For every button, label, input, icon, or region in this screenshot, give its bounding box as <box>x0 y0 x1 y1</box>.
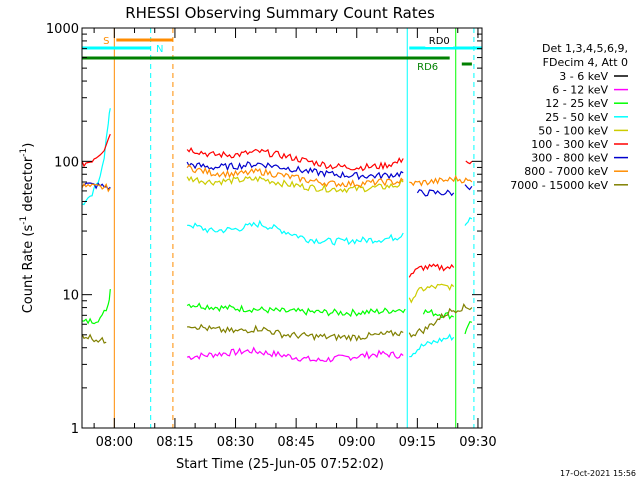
legend-entry-label: 100 - 300 keV <box>531 138 608 151</box>
y-tick-label: 100 <box>54 155 79 170</box>
attenuator-bars: S N RD0 RD6 <box>82 35 482 73</box>
y-tick-label: 1 <box>71 422 79 437</box>
series-line <box>82 289 111 325</box>
series-line <box>409 333 455 358</box>
legend-entry-label: 50 - 100 keV <box>538 124 608 137</box>
time-markers <box>113 28 475 428</box>
legend-entry-label: 12 - 25 keV <box>545 97 608 110</box>
x-axis-label: Start Time (25-Jun-05 07:52:02) <box>176 457 384 472</box>
state-bar-label: RD0 <box>429 36 450 47</box>
timestamp: 17-Oct-2021 15:56 <box>560 469 636 478</box>
x-tick-label: 09:30 <box>459 435 496 450</box>
legend-entry-label: 3 - 6 keV <box>559 70 608 83</box>
series-line <box>408 263 455 278</box>
chart-title: RHESSI Observing Summary Count Rates <box>125 4 435 22</box>
y-label-part: ) <box>21 143 36 148</box>
series-line <box>186 346 404 363</box>
y-label-sup: -1 <box>19 216 29 225</box>
legend-entry-label: 6 - 12 keV <box>552 84 608 97</box>
x-tick-label: 09:00 <box>338 435 375 450</box>
x-tick-label: 09:15 <box>399 435 436 450</box>
series-line <box>465 160 473 165</box>
series-lines <box>81 108 473 363</box>
series-line <box>408 303 473 338</box>
x-tick-label: 08:15 <box>156 435 193 450</box>
state-bar-label: S <box>103 36 109 47</box>
y-tick-label: 1000 <box>46 22 79 37</box>
legend-entry-label: 300 - 800 keV <box>531 152 608 165</box>
y-label-part: detector <box>21 156 36 216</box>
state-bar-label: RD6 <box>417 62 438 73</box>
series-line <box>187 219 404 246</box>
series-line <box>186 146 404 172</box>
y-axis: 1 10 100 1000 <box>46 22 482 437</box>
x-tick-label: 08:00 <box>96 435 133 450</box>
x-axis: 08:00 08:15 08:30 08:45 09:00 09:15 09:30 <box>93 28 497 450</box>
series-line <box>422 308 454 320</box>
series-line <box>416 189 455 197</box>
series-line <box>81 182 111 193</box>
legend-header-line: FDecim 4, Att 0 <box>543 56 628 69</box>
y-label-sup: -1 <box>19 148 29 157</box>
legend-entry-label: 25 - 50 keV <box>545 111 608 124</box>
state-bar-label-bg <box>425 35 454 47</box>
legend-entry-label: 7000 - 15000 keV <box>510 179 608 192</box>
series-line <box>409 174 473 187</box>
y-label-part: Count Rate (s <box>21 225 36 314</box>
series-line <box>186 302 406 318</box>
series-line <box>464 216 473 226</box>
legend: Det 1,3,4,5,6,9,FDecim 4, Att 03 - 6 keV… <box>510 42 628 192</box>
series-line <box>408 283 455 304</box>
plot-frame <box>81 27 483 429</box>
series-line <box>81 133 111 168</box>
series-line <box>81 108 111 206</box>
series-line <box>186 164 404 188</box>
x-tick-label: 08:45 <box>277 435 314 450</box>
legend-entry-label: 800 - 7000 keV <box>524 165 608 178</box>
series-line <box>186 161 404 181</box>
series-line <box>81 182 111 190</box>
series-line <box>464 320 473 335</box>
state-bar-label: N <box>156 44 163 55</box>
y-axis-label: Count Rate (s-1 detector-1) <box>19 143 36 314</box>
legend-header-line: Det 1,3,4,5,6,9, <box>542 42 628 55</box>
series-line <box>187 323 404 342</box>
series-line <box>81 333 107 344</box>
series-line <box>464 184 473 191</box>
x-tick-label: 08:30 <box>217 435 254 450</box>
series-line <box>186 175 404 194</box>
y-tick-label: 10 <box>62 289 79 304</box>
